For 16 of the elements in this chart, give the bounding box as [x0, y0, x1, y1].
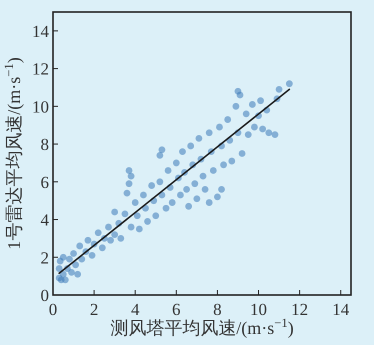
y-tick-label: 14 [32, 22, 50, 41]
y-tick-label: 10 [32, 97, 49, 116]
y-tick-label: 6 [40, 172, 49, 192]
x-tick-label: 14 [332, 300, 350, 319]
x-tick-label: 10 [250, 300, 268, 319]
y-tick-label: 8 [40, 135, 49, 154]
x-tick-label: 12 [291, 300, 308, 319]
y-tick-label: 4 [40, 210, 50, 230]
y-tick-label: 0 [40, 286, 49, 305]
x-tick-label: 6 [172, 300, 181, 319]
x-tick-label: 4 [130, 300, 140, 319]
y-tick-label: 2 [40, 248, 49, 268]
x-tick-label: 8 [213, 300, 222, 319]
x-axis-title: 测风塔平均风速/(m·s$^{−1}$) [110, 316, 294, 338]
x-tick-label: 2 [90, 300, 98, 319]
y-tick-label: 12 [32, 60, 49, 79]
